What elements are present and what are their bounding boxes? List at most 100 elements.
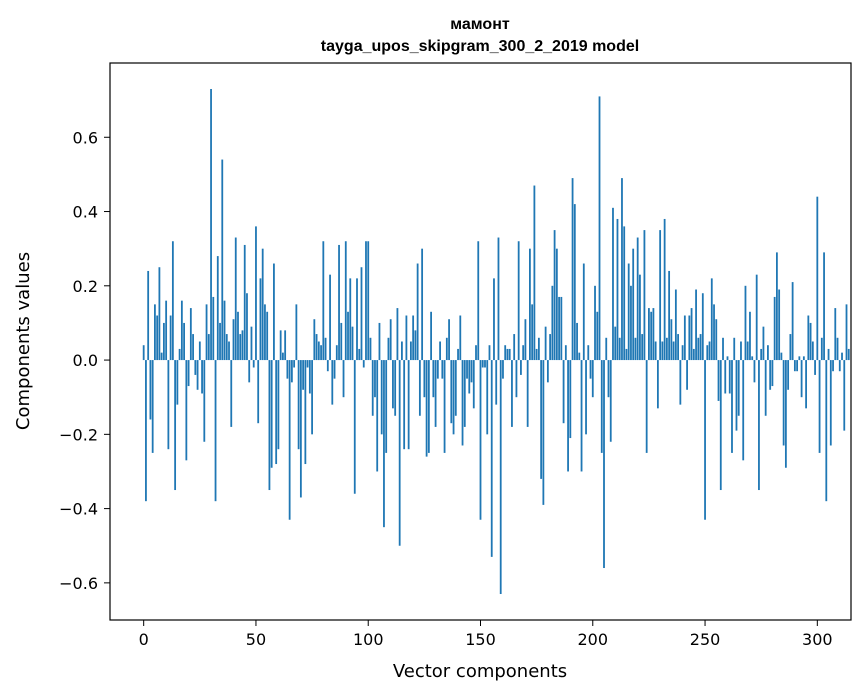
bar-component-131 — [436, 360, 439, 379]
bar-component-176 — [537, 337, 540, 361]
bar-component-70 — [299, 360, 302, 498]
x-tick-label: 200 — [577, 630, 608, 649]
bar-component-278 — [767, 345, 769, 361]
bar-component-59 — [275, 360, 278, 465]
bar-component-310 — [838, 360, 841, 372]
bar-component-147 — [472, 360, 475, 409]
bar-component-198 — [587, 345, 590, 361]
x-tick-label: 50 — [246, 630, 266, 649]
chart-subtitle: tayga_upos_skipgram_300_2_2019 model — [321, 38, 639, 55]
bar-component-72 — [304, 360, 307, 465]
bar-component-275 — [760, 348, 763, 361]
bar-component-124 — [421, 248, 424, 361]
bar-component-23 — [194, 360, 197, 375]
bar-component-51 — [257, 360, 260, 424]
bar-component-115 — [401, 341, 403, 361]
bar-component-116 — [403, 360, 406, 450]
bar-component-237 — [674, 289, 677, 361]
bar-component-207 — [607, 360, 610, 398]
bar-component-76 — [313, 319, 316, 361]
bar-component-136 — [448, 319, 450, 361]
bar-component-205 — [603, 360, 605, 569]
bar-component-257 — [719, 360, 722, 491]
bar-component-228 — [654, 341, 657, 361]
bar-component-109 — [387, 337, 390, 361]
y-tick-label: 0.2 — [73, 277, 98, 296]
bar-component-178 — [542, 360, 545, 505]
bar-component-254 — [713, 304, 715, 361]
bar-component-122 — [416, 263, 419, 361]
bar-component-77 — [315, 334, 318, 361]
bar-component-134 — [443, 360, 446, 453]
bar-component-155 — [490, 360, 493, 557]
bar-component-146 — [470, 360, 473, 383]
bar-component-18 — [183, 322, 185, 361]
bar-component-307 — [832, 360, 834, 372]
bar-component-60 — [277, 360, 280, 450]
bar-component-265 — [737, 360, 740, 416]
bar-component-273 — [755, 274, 758, 361]
bar-component-85 — [333, 360, 336, 379]
bar-component-28 — [205, 304, 208, 361]
y-tick-label: −0.6 — [59, 574, 98, 593]
bar-component-211 — [616, 218, 619, 361]
bar-component-91 — [347, 311, 349, 361]
bar-component-15 — [176, 360, 179, 405]
bar-component-302 — [820, 337, 823, 361]
bar-component-20 — [187, 360, 190, 387]
bar-component-81 — [324, 337, 327, 361]
bar-component-202 — [596, 311, 599, 361]
bar-component-231 — [661, 341, 664, 361]
bar-component-262 — [731, 360, 733, 453]
bar-component-192 — [573, 204, 576, 361]
bar-component-52 — [259, 278, 262, 361]
bar-component-167 — [517, 241, 520, 361]
bar-component-277 — [764, 360, 767, 416]
bar-component-197 — [585, 360, 587, 435]
bar-component-80 — [322, 241, 325, 361]
bar-component-138 — [452, 360, 455, 435]
bar-component-163 — [508, 348, 511, 361]
bar-component-169 — [522, 345, 525, 361]
bar-component-268 — [744, 285, 747, 361]
bar-component-141 — [459, 315, 462, 361]
bar-component-119 — [409, 341, 412, 361]
bar-component-189 — [567, 360, 569, 472]
bar-component-108 — [385, 360, 388, 453]
bar-component-308 — [834, 308, 837, 361]
bar-component-50 — [255, 226, 257, 361]
bar-component-269 — [746, 341, 749, 361]
bar-component-161 — [504, 345, 507, 361]
bar-component-300 — [816, 196, 819, 361]
bar-component-297 — [809, 322, 812, 361]
bar-component-292 — [798, 356, 801, 361]
bar-component-13 — [171, 241, 174, 361]
bar-component-172 — [529, 248, 531, 361]
bar-component-120 — [412, 315, 415, 361]
bar-component-126 — [425, 360, 428, 457]
bar-component-16 — [178, 348, 181, 361]
bar-component-274 — [758, 360, 760, 491]
bar-component-299 — [814, 360, 816, 375]
bar-component-271 — [751, 356, 754, 361]
bar-component-306 — [829, 360, 832, 446]
bar-component-148 — [475, 345, 477, 361]
bar-component-295 — [805, 360, 807, 409]
bar-component-54 — [264, 304, 266, 361]
bar-component-114 — [398, 360, 401, 546]
y-tick-label: 0.0 — [73, 351, 98, 370]
bar-component-240 — [681, 345, 684, 361]
bar-component-185 — [558, 296, 560, 361]
bar-component-261 — [728, 360, 731, 394]
bar-component-304 — [825, 360, 828, 502]
bar-component-298 — [811, 341, 814, 361]
bar-component-32 — [214, 360, 217, 502]
y-tick-label: −0.4 — [59, 500, 98, 519]
bar-component-303 — [823, 252, 825, 361]
bar-component-184 — [555, 248, 558, 361]
bar-component-238 — [677, 334, 679, 361]
bar-component-111 — [392, 360, 394, 409]
bar-component-25 — [198, 341, 201, 361]
bar-component-99 — [365, 241, 367, 361]
bar-component-112 — [394, 360, 397, 416]
